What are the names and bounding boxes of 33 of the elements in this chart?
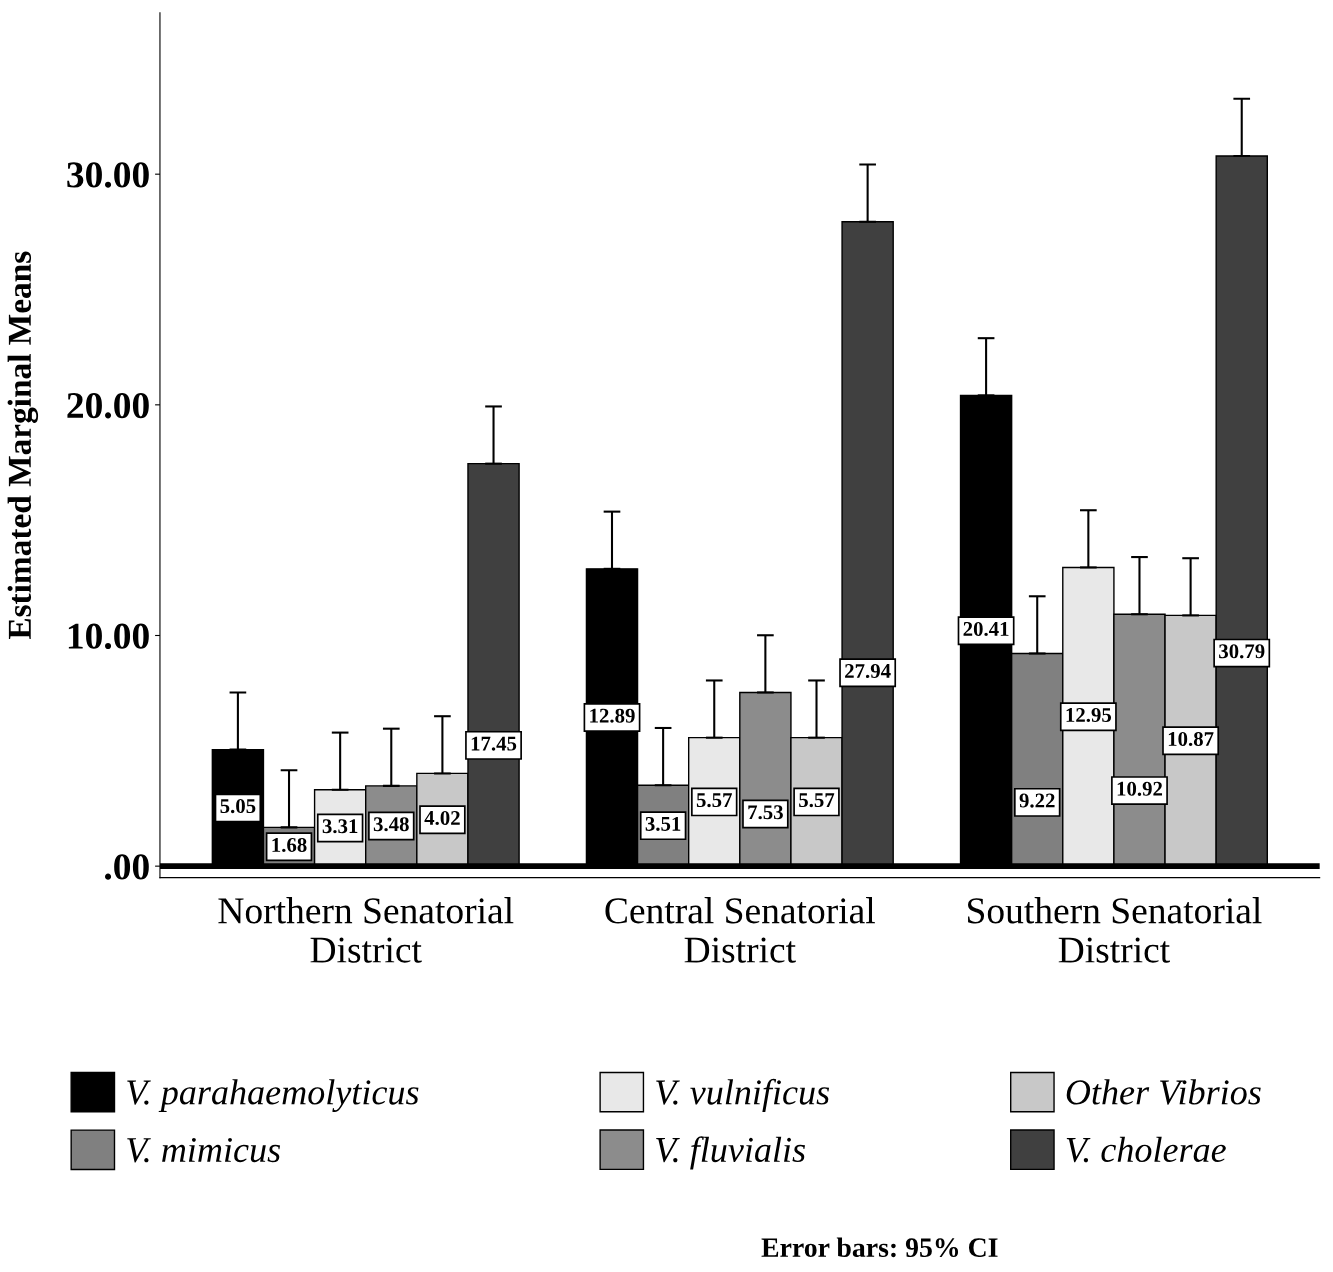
data-label: 5.05 xyxy=(220,799,256,814)
data-label: 7.53 xyxy=(748,805,783,820)
data-label: 3.51 xyxy=(645,816,681,831)
y-axis-title: Estimated Marginal Means xyxy=(7,251,39,640)
data-label: 27.94 xyxy=(845,664,891,679)
legend-label: V. parahaemolyticus xyxy=(127,1079,419,1113)
y-tick-label: 20.00 xyxy=(67,392,149,419)
data-label: 5.57 xyxy=(799,793,835,808)
data-label: 3.31 xyxy=(322,819,358,834)
text: Error bars: 95% CI xyxy=(761,1237,998,1258)
y-tick-label: .00 xyxy=(105,854,149,880)
data-label: 10.92 xyxy=(1117,781,1163,796)
x-tick-label: Northern Senatorial District xyxy=(218,897,514,963)
data-label: 20.41 xyxy=(963,621,1009,637)
x-tick-label: Southern Senatorial District xyxy=(968,897,1262,963)
data-label: 12.89 xyxy=(590,708,635,723)
data-label: 3.48 xyxy=(373,817,409,832)
data-label: 9.22 xyxy=(1019,793,1055,808)
y-tick-label: 30.00 xyxy=(67,162,149,188)
data-label: 12.95 xyxy=(1066,708,1112,723)
legend-label: Other Vibrios xyxy=(1066,1079,1261,1105)
legend-label: V. cholerae xyxy=(1066,1136,1226,1163)
data-label: 30.79 xyxy=(1219,644,1265,659)
legend-label: V. vulnificus xyxy=(656,1078,830,1112)
data-label: 1.68 xyxy=(272,837,307,853)
y-tick-label: 10.00 xyxy=(68,623,149,650)
legend-label: V. fluvialis xyxy=(656,1136,806,1170)
x-tick-label: Central Senatorial District xyxy=(605,897,875,963)
data-label: 10.87 xyxy=(1168,731,1214,747)
data-label: 5.57 xyxy=(696,793,732,808)
data-label: 4.02 xyxy=(424,810,460,826)
legend-label: V. mimicus xyxy=(127,1137,281,1163)
data-label: 17.45 xyxy=(471,736,517,751)
